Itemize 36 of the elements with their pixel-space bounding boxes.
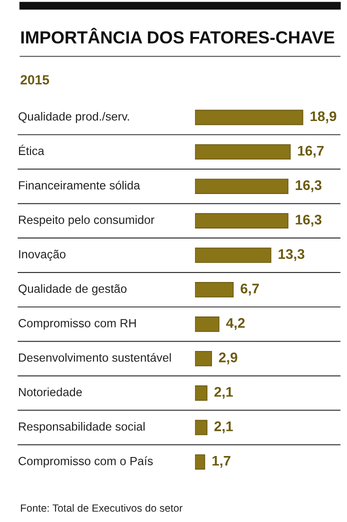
- data-label: 18,9: [310, 111, 336, 124]
- data-label: 16,3: [296, 180, 322, 192]
- y-tick-label: Compromisso com o País: [18, 456, 153, 468]
- data-label: 16,7: [298, 146, 324, 158]
- data-label: 13,3: [278, 249, 304, 261]
- y-tick-label: Inovação: [19, 250, 66, 261]
- bar: [195, 282, 234, 298]
- data-label: 2,9: [218, 352, 238, 364]
- bar: [195, 213, 288, 228]
- y-tick-label: Qualidade prod./serv.: [18, 112, 129, 123]
- y-tick-label: Financeiramente sólida: [19, 180, 140, 190]
- bar: [195, 144, 291, 160]
- chart-title: IMPORTÂNCIA DOS FATORES-CHAVE: [21, 28, 334, 44]
- data-label: 4,2: [226, 318, 245, 330]
- y-tick-label: Desenvolvimento sustentável: [19, 352, 171, 362]
- data-label: 2,1: [214, 421, 233, 434]
- data-label: 2,1: [214, 386, 233, 399]
- bar: [195, 350, 212, 366]
- bar: [195, 454, 206, 470]
- y-tick-label: Qualidade de gestão: [18, 284, 127, 296]
- text: 2015: [20, 75, 50, 84]
- bar: [195, 110, 304, 126]
- y-tick-label: Ética: [19, 144, 44, 156]
- bar: [195, 248, 272, 263]
- bar: [195, 178, 288, 194]
- bar: [195, 316, 220, 332]
- y-tick-label: Notoriedade: [19, 388, 82, 396]
- source-note: Fonte: Total de Executivos do setor: [20, 504, 182, 512]
- y-tick-label: Compromisso com RH: [18, 318, 136, 330]
- data-label: 1,7: [212, 456, 230, 468]
- data-label: 16,3: [296, 214, 322, 227]
- y-tick-label: Responsabilidade social: [19, 422, 145, 434]
- bar: [195, 385, 208, 401]
- data-label: 6,7: [240, 284, 259, 296]
- y-tick-label: Respeito pelo consumidor: [19, 215, 154, 226]
- bar: [195, 420, 208, 436]
